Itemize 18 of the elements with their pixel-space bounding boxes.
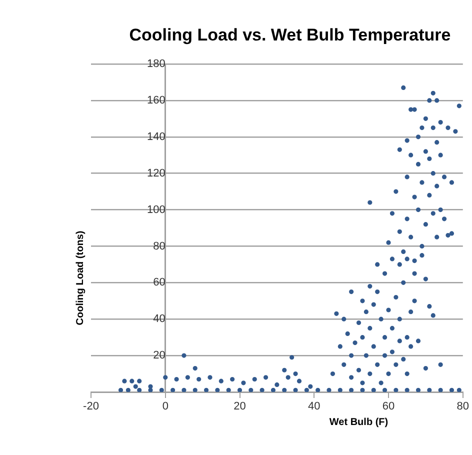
y-tick-label: 60 <box>153 276 166 289</box>
x-axis-title: Wet Bulb (F) <box>329 416 388 428</box>
x-tick-label: 80 <box>456 400 470 413</box>
y-axis-title: Cooling Load (tons) <box>74 230 86 326</box>
x-tick-label: -20 <box>83 400 99 413</box>
y-tick-label: 120 <box>147 167 166 180</box>
y-tick-label: 20 <box>153 350 166 362</box>
y-tick-label: 140 <box>147 130 166 143</box>
chart-title: Cooling Load vs. Wet Bulb Temperature <box>129 26 451 45</box>
y-tick-label: 160 <box>147 94 166 106</box>
x-tick-label: 0 <box>162 400 168 413</box>
x-tick-label: 20 <box>234 400 246 413</box>
y-tick-label: 100 <box>147 204 166 216</box>
y-tick-label: 180 <box>147 58 166 70</box>
y-tick-label: 80 <box>153 240 166 252</box>
y-tick-label: 40 <box>153 313 166 326</box>
x-tick-label: 60 <box>382 400 395 413</box>
x-tick-label: 40 <box>308 400 320 413</box>
